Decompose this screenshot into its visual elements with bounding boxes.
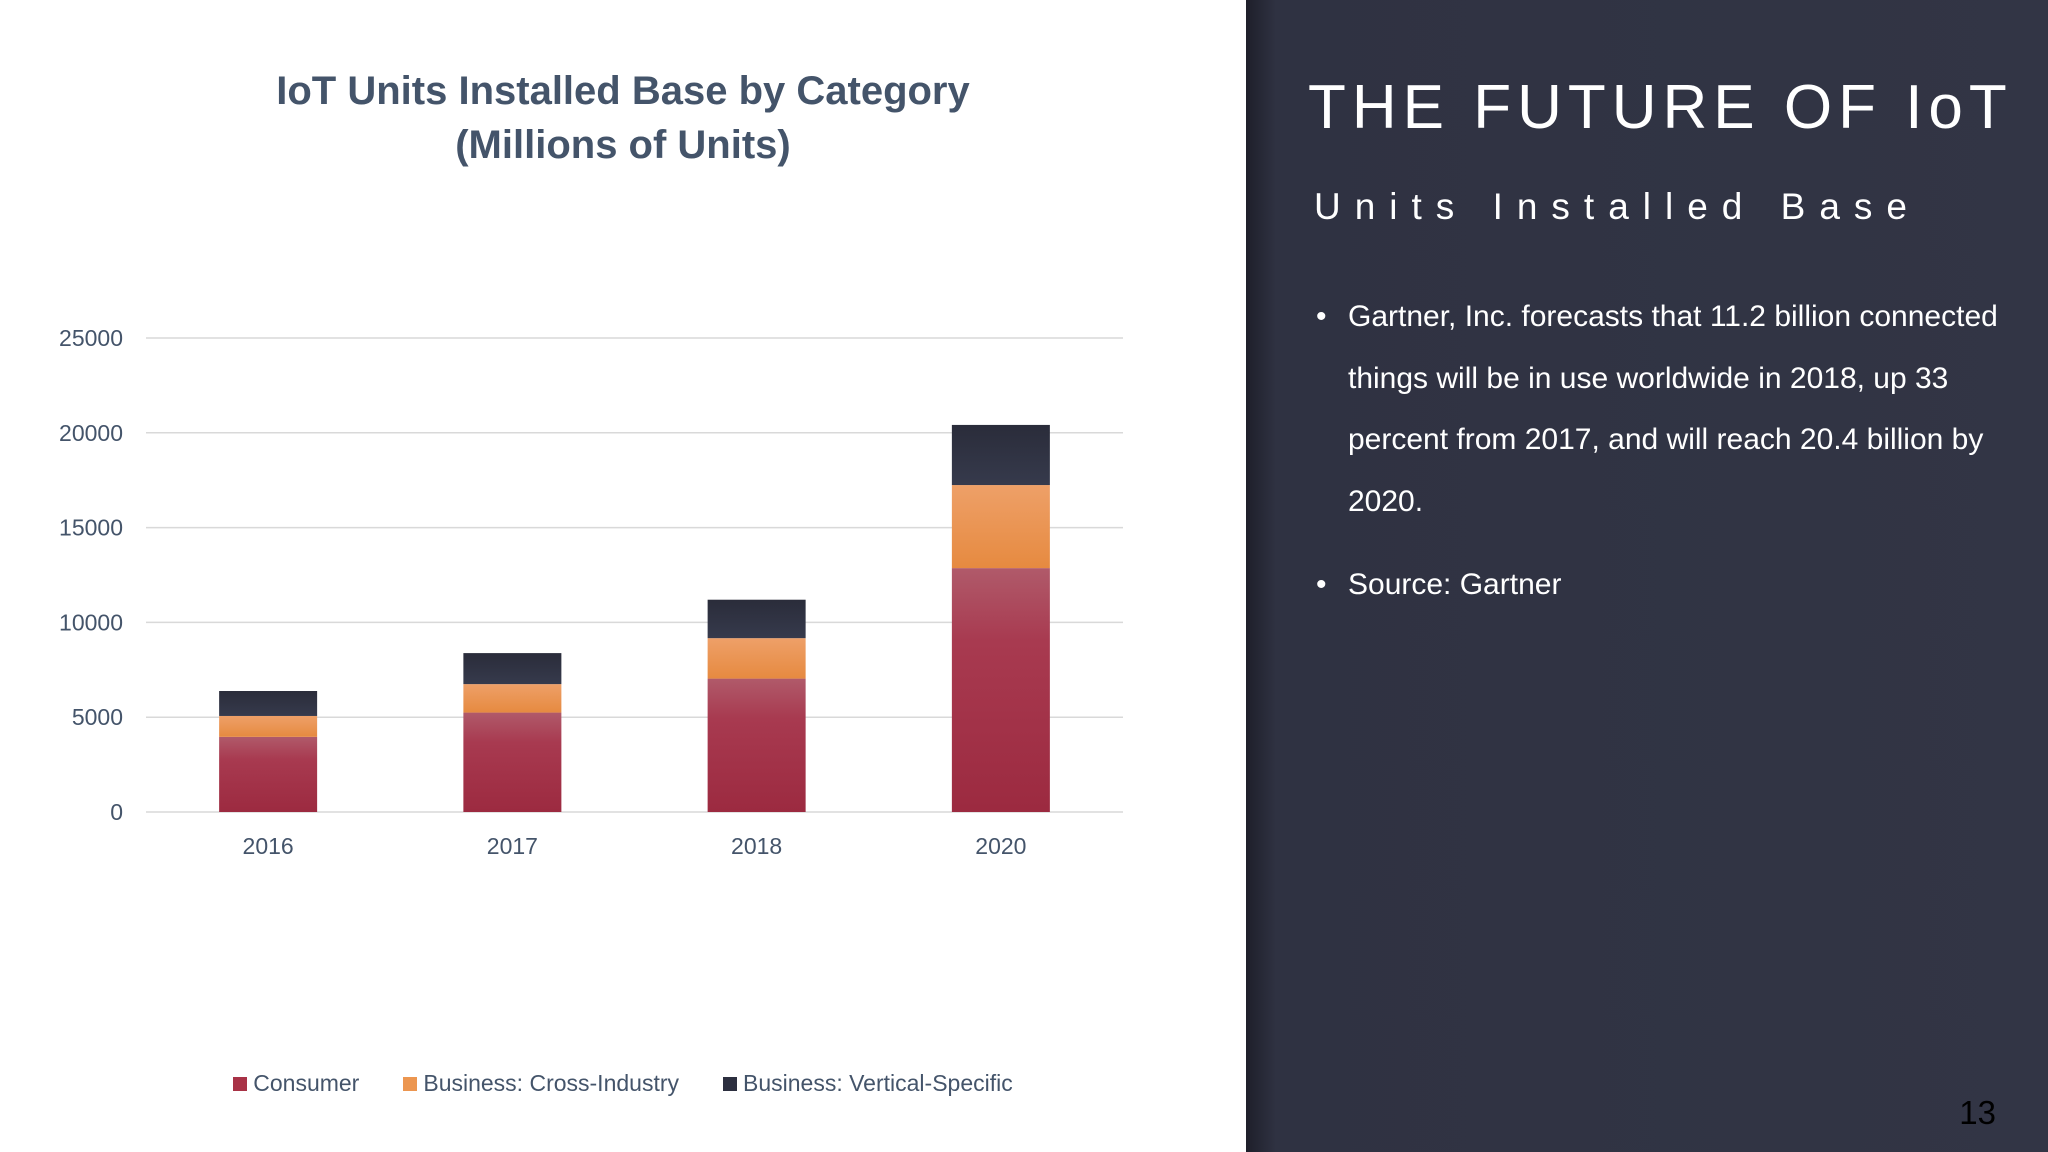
y-tick-label: 25000 xyxy=(59,325,123,351)
legend-item-cross-industry: Business: Cross-Industry xyxy=(403,1070,679,1097)
chart-title: IoT Units Installed Base by Category (Mi… xyxy=(0,64,1246,172)
legend-item-vertical-specific: Business: Vertical-Specific xyxy=(723,1070,1013,1097)
chart-title-line-2: (Millions of Units) xyxy=(455,123,791,167)
legend-label: Business: Vertical-Specific xyxy=(743,1070,1013,1096)
bar-segment-business-vertical-specific-2018 xyxy=(707,599,806,639)
bullet-list: • Gartner, Inc. forecasts that 11.2 billi… xyxy=(1316,286,2006,638)
legend-item-consumer: Consumer xyxy=(233,1070,359,1097)
bar-segment-business-vertical-specific-2016 xyxy=(219,691,318,716)
x-tick-label: 2017 xyxy=(487,833,538,859)
bullet-item: • Gartner, Inc. forecasts that 11.2 billi… xyxy=(1316,286,2006,532)
bullet-icon: • xyxy=(1316,300,1327,333)
x-tick-label: 2018 xyxy=(731,833,782,859)
bullet-text: Gartner, Inc. forecasts that 11.2 billio… xyxy=(1348,300,1998,518)
bar-chart: 0 5000 10000 15000 20000 25000 2016 2017 2018 202… xyxy=(59,325,1123,859)
text-panel: THE FUTURE OF IoT Units Installed Base •… xyxy=(1246,0,2048,1152)
legend-swatch xyxy=(723,1076,737,1091)
x-tick-label: 2016 xyxy=(243,833,294,859)
bar-segment-business-cross-industry-2017 xyxy=(463,684,562,713)
bar-segment-business-cross-industry-2018 xyxy=(707,638,806,679)
y-tick-label: 0 xyxy=(110,799,123,825)
bar-segment-business-vertical-specific-2020 xyxy=(951,424,1050,486)
bar-segment-business-cross-industry-2016 xyxy=(219,715,318,737)
slide-title: THE FUTURE OF IoT xyxy=(1308,73,2013,142)
bullet-item: • Source: Gartner xyxy=(1316,554,2006,616)
y-tick-label: 20000 xyxy=(59,420,123,446)
bar-segment-business-cross-industry-2020 xyxy=(951,485,1050,569)
bar-segment-consumer-2017 xyxy=(463,712,562,812)
y-tick-label: 10000 xyxy=(59,609,123,635)
chart-title-line-1: IoT Units Installed Base by Category xyxy=(276,69,970,113)
legend-swatch xyxy=(233,1076,248,1091)
slide-subtitle: Units Installed Base xyxy=(1314,186,1922,227)
legend-label: Consumer xyxy=(253,1070,360,1096)
bar-segment-business-vertical-specific-2017 xyxy=(463,653,562,685)
bar-segment-consumer-2016 xyxy=(219,736,318,812)
chart-area: IoT Units Installed Base by Category (Mi… xyxy=(0,64,1246,1097)
legend-label: Business: Cross-Industry xyxy=(423,1070,679,1096)
bar-segment-consumer-2018 xyxy=(707,678,806,812)
bullet-text: Source: Gartner xyxy=(1348,568,1562,601)
bullet-icon: • xyxy=(1316,568,1327,601)
y-tick-label: 5000 xyxy=(72,704,123,730)
bar-segment-consumer-2020 xyxy=(951,568,1050,812)
chart-legend: Consumer Business: Cross-Industry Busine… xyxy=(0,1070,1246,1097)
y-tick-label: 15000 xyxy=(59,515,123,541)
legend-swatch xyxy=(403,1076,418,1091)
page-number: 13 xyxy=(1959,1094,1996,1131)
x-tick-label: 2020 xyxy=(975,833,1026,859)
